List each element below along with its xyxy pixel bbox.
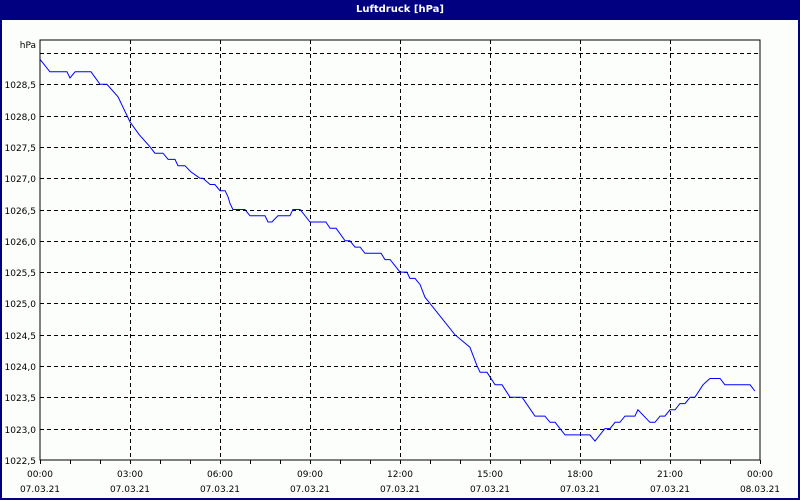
x-tick-time-label: 03:00 — [117, 470, 143, 480]
x-tick-date-label: 08.03.21 — [740, 485, 780, 495]
y-tick-label: 1024,5 — [5, 332, 37, 342]
x-tick-date-label: 07.03.21 — [290, 485, 330, 495]
y-tick-label: 1028,0 — [5, 113, 37, 123]
y-tick-label: 1026,0 — [5, 238, 37, 248]
y-tick-label: 1023,0 — [5, 426, 37, 436]
x-tick-date-label: 07.03.21 — [200, 485, 240, 495]
y-tick-label: 1025,5 — [5, 269, 37, 279]
x-tick-time-label: 21:00 — [657, 470, 683, 480]
y-tick-label: 1027,0 — [5, 175, 37, 185]
x-axis-tick-labels: 00:00 07.03.21 03:00 07.03.21 06:00 07.03.21 0… — [20, 470, 780, 495]
x-tick-date-label: 07.03.21 — [20, 485, 60, 495]
y-tick-label: 1026,5 — [5, 207, 37, 217]
x-tick-time-label: 12:00 — [387, 470, 413, 480]
x-tick-time-label: 06:00 — [207, 470, 233, 480]
y-tick-label: 1027,5 — [5, 144, 37, 154]
y-axis-unit-label: hPa — [20, 41, 36, 51]
plot-area-border — [39, 39, 761, 461]
x-tick-time-label: 00:00 — [27, 470, 53, 480]
x-tick-time-label: 00:00 — [747, 470, 773, 480]
x-tick-time-label: 15:00 — [477, 470, 503, 480]
y-tick-label: 1023,5 — [5, 394, 37, 404]
x-axis-minor-ticks — [40, 460, 761, 464]
y-tick-label: 1028,5 — [5, 81, 37, 91]
window-title: Luftdruck [hPa] — [0, 0, 800, 20]
vertical-gridlines — [130, 40, 671, 460]
x-tick-date-label: 07.03.21 — [110, 485, 150, 495]
x-tick-date-label: 07.03.21 — [560, 485, 600, 495]
y-tick-label: 1022,5 — [5, 457, 37, 467]
pressure-line-series — [39, 58, 756, 442]
y-tick-label: 1025,0 — [5, 300, 37, 310]
x-tick-date-label: 07.03.21 — [380, 485, 420, 495]
y-tick-label: 1024,0 — [5, 363, 37, 373]
x-tick-time-label: 09:00 — [297, 470, 323, 480]
x-tick-date-label: 07.03.21 — [650, 485, 690, 495]
horizontal-gridlines — [40, 53, 760, 430]
x-tick-date-label: 07.03.21 — [470, 485, 510, 495]
x-tick-time-label: 18:00 — [567, 470, 593, 480]
y-axis-tick-labels: 1028,5 1028,0 1027,5 1027,0 1026,5 1026,0 1025… — [5, 81, 37, 467]
